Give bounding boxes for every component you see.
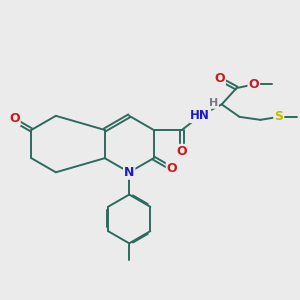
Text: O: O — [214, 72, 225, 85]
Text: S: S — [274, 110, 283, 123]
Text: O: O — [248, 78, 259, 91]
Text: HN: HN — [190, 109, 210, 122]
Text: H: H — [209, 98, 218, 108]
Text: O: O — [177, 145, 187, 158]
Text: O: O — [9, 112, 20, 125]
Text: O: O — [167, 162, 177, 175]
Text: N: N — [124, 166, 134, 179]
